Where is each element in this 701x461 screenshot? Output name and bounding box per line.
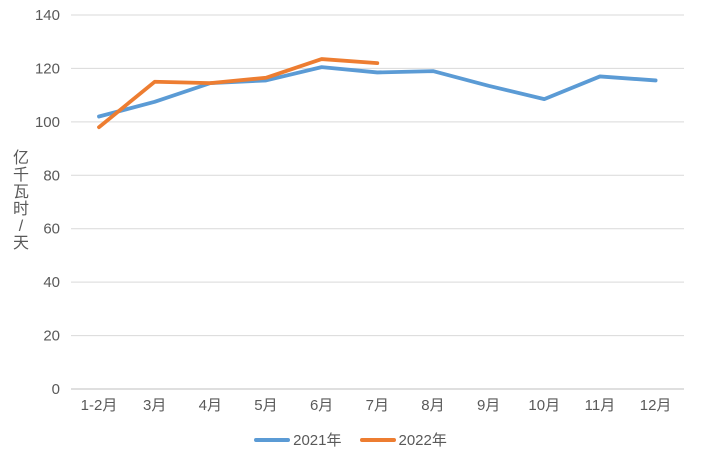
y-tick-label: 120 bbox=[35, 60, 60, 77]
x-tick-label: 12月 bbox=[640, 397, 672, 414]
y-tick-label: 80 bbox=[43, 167, 60, 184]
legend-label-2022: 2022年 bbox=[398, 432, 447, 449]
legend-line-swatch-2022 bbox=[359, 437, 396, 442]
y-tick-label: 20 bbox=[43, 328, 60, 345]
x-tick-label: 10月 bbox=[528, 397, 560, 414]
x-tick-label: 3月 bbox=[143, 397, 166, 414]
legend-line-swatch-2021 bbox=[254, 437, 291, 442]
y-axis-title: 亿 千 瓦 时 / 天 bbox=[12, 150, 29, 252]
legend-item-2021: 2021年 bbox=[254, 429, 342, 450]
x-tick-label: 4月 bbox=[199, 397, 222, 414]
chart-legend: 2021年 2022年 bbox=[0, 429, 701, 450]
y-tick-label: 60 bbox=[43, 221, 60, 238]
y-tick-label: 0 bbox=[52, 381, 60, 398]
x-tick-label: 5月 bbox=[254, 397, 277, 414]
series-line-2022年 bbox=[97, 57, 380, 130]
series-line-2021年 bbox=[97, 65, 658, 119]
y-tick-label: 140 bbox=[35, 7, 60, 24]
x-tick-label: 1-2月 bbox=[81, 397, 118, 414]
x-tick-label: 8月 bbox=[421, 397, 444, 414]
x-tick-label: 6月 bbox=[310, 397, 333, 414]
legend-label-2021: 2021年 bbox=[293, 432, 342, 449]
legend-item-2022: 2022年 bbox=[359, 429, 447, 450]
x-tick-label: 7月 bbox=[366, 397, 389, 414]
y-tick-label: 40 bbox=[43, 274, 60, 291]
x-tick-label: 11月 bbox=[585, 397, 616, 414]
x-tick-label: 9月 bbox=[477, 397, 500, 414]
y-tick-label: 100 bbox=[35, 114, 60, 131]
